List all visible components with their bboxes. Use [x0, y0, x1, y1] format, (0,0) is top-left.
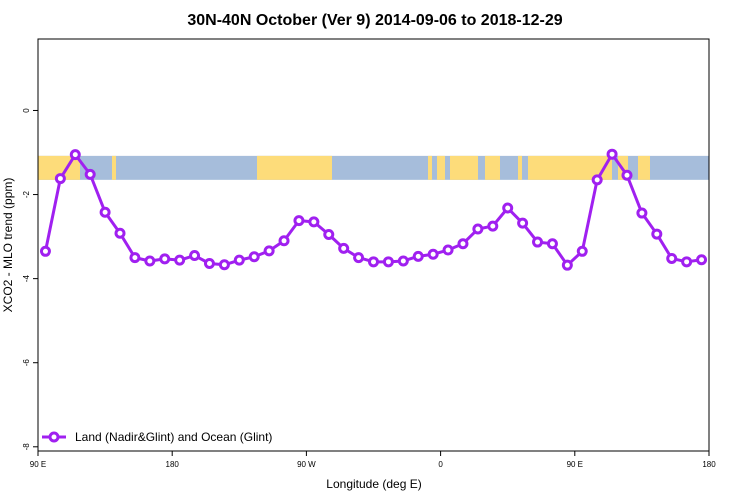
- data-point: [353, 252, 365, 264]
- x-tick-label: 90 E: [567, 460, 583, 469]
- data-point: [248, 251, 260, 263]
- data-point: [278, 235, 290, 247]
- data-point: [129, 252, 141, 264]
- map-land: [518, 155, 522, 180]
- x-tick-label: 0: [438, 460, 443, 469]
- data-point: [174, 254, 186, 266]
- x-tick-label: 90 E: [30, 460, 46, 469]
- data-point: [308, 216, 320, 228]
- map-land: [437, 155, 445, 180]
- legend-marker: [48, 431, 60, 443]
- x-axis-label: Longitude (deg E): [326, 477, 421, 491]
- data-point: [532, 236, 544, 248]
- series-layer: [39, 148, 708, 271]
- y-tick-label: -2: [22, 190, 31, 198]
- data-point: [591, 174, 603, 186]
- map-land: [257, 155, 332, 180]
- data-point: [54, 173, 66, 185]
- map-land: [112, 155, 116, 180]
- map-land: [485, 155, 500, 180]
- data-point: [546, 238, 558, 250]
- y-tick-label: -4: [22, 275, 31, 283]
- data-point: [203, 257, 215, 269]
- data-point: [323, 228, 335, 240]
- data-point: [576, 245, 588, 257]
- data-point: [681, 256, 693, 268]
- data-point: [263, 245, 275, 257]
- data-point: [636, 207, 648, 219]
- y-tick-label: 0: [22, 108, 31, 113]
- data-point: [696, 254, 708, 266]
- plot-frame: [37, 38, 710, 452]
- data-point: [412, 250, 424, 262]
- map-land: [428, 155, 432, 180]
- legend-label: Land (Nadir&Glint) and Ocean (Glint): [75, 430, 272, 444]
- x-tick-label: 90 W: [297, 460, 316, 469]
- data-point: [338, 242, 350, 254]
- y-axis-label: XCO2 - MLO trend (ppm): [1, 178, 15, 313]
- data-point: [233, 254, 245, 266]
- data-point: [397, 255, 409, 267]
- map-band: [38, 155, 709, 180]
- data-point: [368, 256, 379, 268]
- data-point: [457, 238, 469, 250]
- data-point: [293, 215, 305, 227]
- chart-title: 30N-40N October (Ver 9) 2014-09-06 to 20…: [187, 12, 562, 29]
- data-point: [218, 259, 230, 271]
- map-land: [528, 155, 612, 180]
- data-point: [606, 148, 618, 160]
- x-tick-label: 180: [702, 460, 716, 469]
- data-point: [561, 259, 573, 271]
- map-land: [450, 155, 478, 180]
- data-point: [144, 255, 156, 267]
- data-point: [39, 245, 51, 257]
- data-point: [442, 244, 454, 256]
- data-point: [517, 217, 529, 229]
- data-point: [159, 253, 171, 265]
- data-point: [427, 248, 439, 260]
- x-axis: 90 E 180 90 W 0 90 E 180: [30, 451, 716, 469]
- data-point: [651, 228, 663, 240]
- map-land: [638, 155, 650, 180]
- data-point: [487, 220, 499, 232]
- legend: Land (Nadir&Glint) and Ocean (Glint): [42, 430, 272, 444]
- y-tick-label: -8: [22, 443, 31, 451]
- data-point: [472, 223, 484, 235]
- data-point: [114, 227, 126, 239]
- data-point: [189, 250, 201, 262]
- y-tick-label: -6: [22, 359, 31, 367]
- data-point: [382, 256, 394, 268]
- data-point: [502, 202, 514, 214]
- data-point: [621, 169, 633, 181]
- y-axis: 0 -2 -4 -6 -8: [22, 108, 38, 451]
- data-point: [69, 149, 81, 161]
- data-point: [666, 252, 678, 264]
- data-point: [99, 206, 111, 218]
- data-point: [84, 168, 96, 180]
- x-tick-label: 180: [166, 460, 180, 469]
